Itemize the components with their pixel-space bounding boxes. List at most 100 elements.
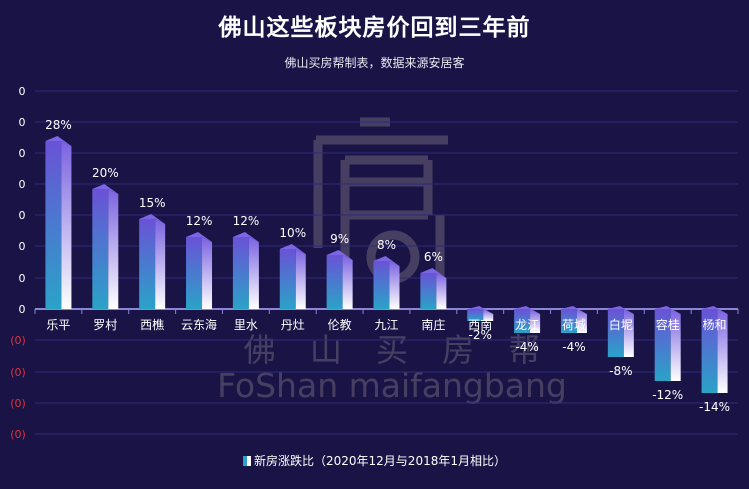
- bar-top: [326, 250, 353, 260]
- bar: [467, 306, 494, 321]
- bar-top: [279, 244, 306, 254]
- bar: [420, 268, 447, 309]
- category-label: 西樵: [140, 317, 164, 332]
- bar-front: [232, 237, 249, 309]
- y-tick-label: 0: [19, 209, 26, 222]
- bar-front: [560, 309, 577, 333]
- data-label: 20%: [92, 166, 119, 180]
- bar: [326, 250, 353, 309]
- bar-front: [514, 309, 531, 333]
- bar-side: [342, 255, 353, 309]
- data-label: 9%: [330, 232, 349, 246]
- bar: [373, 256, 400, 309]
- bar-front: [186, 237, 203, 309]
- data-label: 15%: [139, 196, 166, 210]
- category-label: 容桂: [656, 317, 680, 332]
- bar-top: [232, 232, 259, 242]
- bar: [279, 244, 306, 309]
- bar-side: [295, 249, 306, 309]
- y-tick-label: (0): [10, 334, 26, 347]
- y-tick-label: (0): [10, 428, 26, 441]
- bar: [92, 184, 119, 309]
- bar-side: [248, 237, 259, 309]
- data-label: -2%: [469, 328, 492, 342]
- data-label: 8%: [377, 238, 396, 252]
- y-tick-label: 0: [19, 178, 26, 191]
- data-labels: 28% 20% 15% 12% 12% 10% 9% 8% 6% -2% -4% -4% -8% -12%…: [45, 118, 730, 414]
- bar-front: [45, 141, 62, 309]
- bar-front: [420, 273, 437, 309]
- bar-top: [467, 306, 494, 314]
- bar-top: [139, 214, 166, 224]
- category-label: 伦教: [328, 317, 352, 332]
- data-label: 6%: [424, 250, 443, 264]
- category-label: 丹灶: [281, 318, 305, 332]
- bar-front: [92, 189, 109, 309]
- bar-side: [61, 141, 72, 309]
- y-axis-ticks: 0 0 0 0 0 0 0 0 (0) (0) (0) (0): [10, 85, 26, 441]
- x-axis: [34, 308, 739, 314]
- bar-side: [576, 309, 587, 333]
- bar: [186, 232, 213, 309]
- category-label: 乐平: [46, 318, 70, 332]
- category-labels: 乐平 罗村 西樵 云东海 里水 丹灶 伦教 九江 南庄 西南 龙江 荷城 白坭 容桂 杨和: [46, 317, 726, 332]
- bar-side: [389, 261, 400, 309]
- bar-top: [701, 306, 728, 314]
- y-tick-label: 0: [19, 147, 26, 160]
- chart-subtitle: 佛山买房帮制表，数据来源安居客: [284, 56, 465, 70]
- category-label: 白坭: [609, 317, 633, 332]
- category-label: 云东海: [181, 317, 217, 332]
- bar-front: [467, 309, 484, 321]
- bar: [607, 306, 634, 357]
- bars: [45, 136, 728, 393]
- data-label: 28%: [45, 118, 72, 132]
- data-label: -4%: [562, 340, 585, 354]
- bar-side: [670, 309, 681, 381]
- bar-front: [279, 249, 296, 309]
- bar-front: [654, 309, 671, 381]
- data-label: 12%: [233, 214, 260, 228]
- bar-side: [530, 309, 541, 333]
- category-label: 杨和: [703, 317, 727, 332]
- data-label: -12%: [652, 388, 683, 402]
- bar-side: [202, 237, 213, 309]
- y-tick-label: 0: [19, 85, 26, 98]
- bar-side: [436, 273, 447, 309]
- bar-front: [139, 219, 156, 309]
- bar: [701, 306, 728, 393]
- bar-top: [420, 268, 447, 278]
- category-label: 西南: [468, 317, 492, 332]
- bar-front: [373, 261, 390, 309]
- y-tick-label: (0): [10, 397, 26, 410]
- bar-top: [654, 306, 681, 314]
- category-label: 罗村: [93, 318, 117, 332]
- bar: [139, 214, 166, 309]
- bar-side: [717, 309, 728, 393]
- bar: [232, 232, 259, 309]
- bar-top: [186, 232, 213, 242]
- bar-top: [92, 184, 119, 194]
- y-tick-label: 0: [19, 116, 26, 129]
- data-label: -4%: [515, 340, 538, 354]
- bar-top: [560, 306, 587, 314]
- y-tick-label: 0: [19, 303, 26, 316]
- y-tick-label: 0: [19, 272, 26, 285]
- category-label: 九江: [374, 318, 398, 332]
- bar-front: [607, 309, 624, 357]
- bar-side: [155, 219, 166, 309]
- category-label: 龙江: [515, 318, 539, 332]
- category-label: 南庄: [421, 317, 445, 332]
- bar: [514, 306, 541, 333]
- data-label: -14%: [699, 400, 730, 414]
- bar-top: [607, 306, 634, 314]
- y-tick-label: (0): [10, 366, 26, 379]
- bar: [560, 306, 587, 333]
- bar-top: [373, 256, 400, 266]
- chart-title: 佛山这些板块房价回到三年前: [218, 15, 531, 41]
- bar: [654, 306, 681, 381]
- data-label: 10%: [279, 226, 306, 240]
- legend-label: 新房涨跌比（2020年12月与2018年1月相比）: [254, 454, 506, 468]
- data-label: 12%: [186, 214, 213, 228]
- bar-side: [623, 309, 634, 357]
